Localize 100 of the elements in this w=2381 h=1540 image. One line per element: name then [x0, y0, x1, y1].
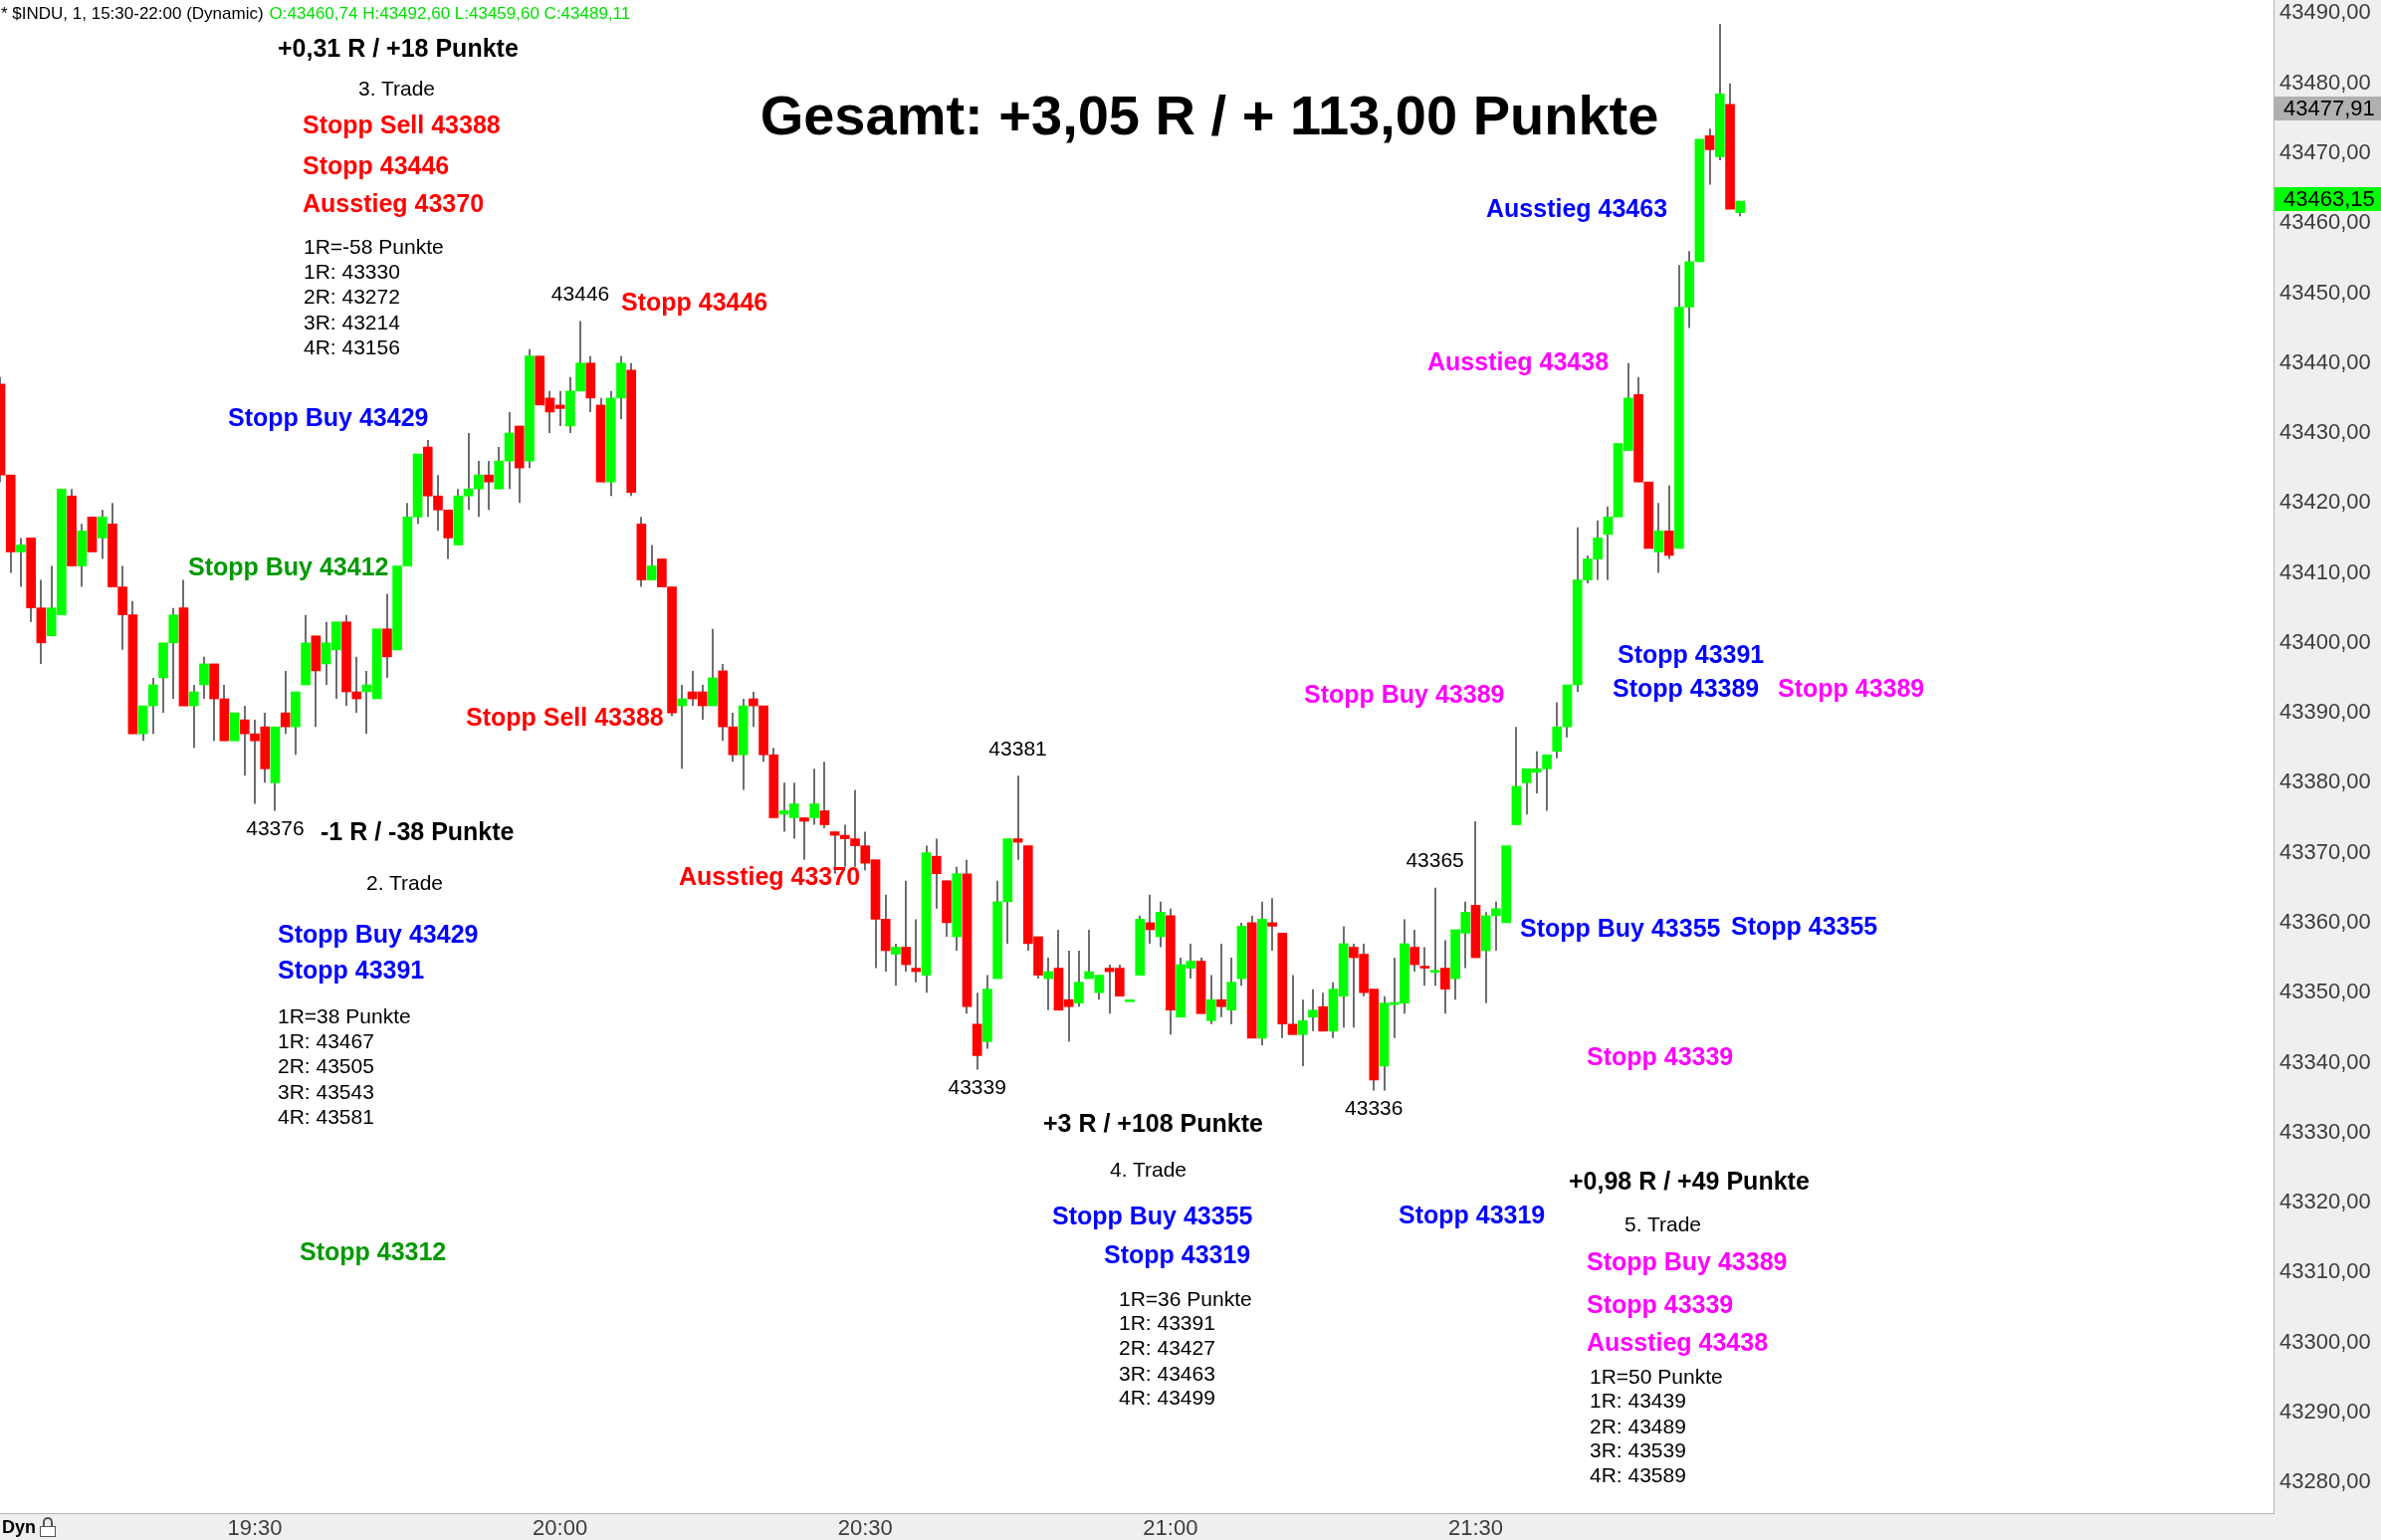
annotation: 3R: 43539 — [1590, 1437, 1686, 1461]
annotation: 3R: 43543 — [278, 1079, 374, 1103]
y-tick-label: 43280,00 — [2279, 1468, 2371, 1494]
y-tick-label: 43360,00 — [2279, 908, 2371, 934]
candlestick — [484, 460, 494, 512]
annotation: Stopp 43339 — [1587, 1289, 1734, 1318]
annotation: 3R: 43214 — [304, 310, 401, 333]
candlestick — [891, 942, 901, 988]
text: 43463,15 — [2283, 186, 2375, 212]
x-tick-label: 19:30 — [227, 1515, 283, 1540]
y-tick-label: 43420,00 — [2279, 489, 2371, 515]
annotation: Stopp 43319 — [1399, 1200, 1546, 1228]
candlestick — [1205, 974, 1216, 1025]
candlestick — [819, 761, 830, 830]
annotation: Ausstieg 43370 — [679, 861, 861, 890]
annotation: Stopp Buy 43412 — [188, 551, 389, 580]
annotation: 1R=-58 Punkte — [304, 234, 444, 258]
candlestick — [911, 918, 922, 984]
annotation: 43446 — [550, 281, 610, 305]
y-tick-label: 43340,00 — [2279, 1048, 2371, 1074]
candlestick — [97, 509, 108, 560]
candlestick — [1704, 127, 1715, 186]
y-tick-label: 43490,00 — [2279, 0, 2371, 25]
y-tick-label: 43290,00 — [2279, 1398, 2371, 1424]
chart-subtitle: * $INDU, 1, 15:30-22:00 (Dynamic) — [1, 3, 264, 23]
annotation: +3 R / +108 Punkte — [1043, 1108, 1264, 1137]
annotation: Stopp Buy 43429 — [228, 402, 429, 431]
candlestick — [229, 712, 240, 742]
candlestick — [677, 683, 688, 770]
annotation: 3. Trade — [358, 76, 436, 100]
annotation: Ausstieg 43438 — [1587, 1327, 1769, 1356]
candlestick — [1074, 950, 1084, 1008]
annotation: Stopp 43391 — [278, 955, 425, 984]
annotation: Stopp 43446 — [303, 150, 450, 179]
annotation: Stopp 43312 — [300, 1236, 447, 1265]
x-tick-label: 20:00 — [533, 1515, 588, 1540]
candlestick — [1012, 774, 1023, 861]
annotation: Ausstieg 43438 — [1427, 346, 1610, 375]
annotation: Stopp Buy 43389 — [1587, 1246, 1788, 1275]
annotation: 43376 — [246, 815, 305, 839]
candlestick — [1429, 886, 1440, 988]
annotation: 1R: 43439 — [1590, 1388, 1686, 1412]
annotation: 1R: 43467 — [278, 1028, 374, 1052]
candlestick — [239, 705, 250, 777]
annotation: Stopp 43391 — [1618, 639, 1765, 668]
annotation: 2R: 43427 — [1119, 1335, 1215, 1359]
candlestick — [901, 879, 911, 974]
text: Dyn — [2, 1516, 37, 1537]
candlestick — [199, 655, 209, 701]
y-tick-label: 43300,00 — [2279, 1328, 2371, 1354]
y-tick-label: 43350,00 — [2279, 979, 2371, 1004]
annotation: 3R: 43463 — [1119, 1361, 1215, 1385]
y-tick-label: 43380,00 — [2279, 769, 2371, 794]
text: Gesamt: +3,05 R / + 113,00 Punkte — [759, 84, 1659, 147]
candlestick — [749, 691, 758, 729]
candlestick — [799, 816, 809, 861]
candlestick — [1297, 998, 1308, 1067]
candlestick — [932, 837, 942, 910]
candlestick — [188, 683, 199, 750]
annotation: Stopp 43446 — [621, 287, 768, 316]
annotation: 4R: 43581 — [278, 1104, 374, 1128]
annotation: Stopp 43319 — [1104, 1239, 1251, 1268]
annotation: 1R=36 Punkte — [1119, 1286, 1252, 1310]
annotation: 1R=38 Punkte — [278, 1003, 411, 1027]
candlestick — [87, 516, 98, 552]
annotation: 4. Trade — [1110, 1157, 1188, 1181]
annotation: 4R: 43156 — [304, 334, 400, 358]
y-tick-label: 43480,00 — [2279, 69, 2371, 95]
annotation: Stopp Buy 43355 — [1520, 913, 1721, 942]
y-tick-label: 43430,00 — [2279, 419, 2371, 445]
annotation: 43336 — [1345, 1095, 1404, 1119]
annotation: Stopp Buy 43429 — [278, 919, 479, 948]
annotation: 1R: 43391 — [1119, 1310, 1215, 1334]
annotation: 2R: 43489 — [1590, 1414, 1686, 1437]
annotation: 2R: 43505 — [278, 1053, 374, 1077]
annotation: 4R: 43499 — [1119, 1385, 1215, 1409]
annotation: Stopp 43389 — [1613, 673, 1760, 702]
candlestick — [1308, 988, 1318, 1032]
annotation: Ausstieg 43463 — [1486, 193, 1668, 222]
candlestick — [1125, 998, 1135, 1002]
candlestick — [147, 676, 158, 736]
y-tick-label: 43440,00 — [2279, 348, 2371, 374]
x-tick-label: 21:00 — [1143, 1515, 1198, 1540]
y-tick-label: 43310,00 — [2279, 1258, 2371, 1284]
candlestick — [1440, 939, 1450, 1015]
annotation: 43365 — [1406, 848, 1464, 872]
annotation: Ausstieg 43370 — [303, 188, 485, 217]
annotation: -1 R / -38 Punkte — [321, 816, 515, 845]
y-tick-label: 43450,00 — [2279, 279, 2371, 305]
annotation: 4R: 43589 — [1590, 1462, 1686, 1486]
y-tick-label: 43400,00 — [2279, 628, 2371, 654]
candlestick — [1419, 946, 1430, 988]
annotation: 2R: 43272 — [304, 284, 400, 308]
candlestick — [1653, 502, 1664, 574]
annotation: 5. Trade — [1624, 1211, 1702, 1235]
annotation: Stopp 43339 — [1587, 1041, 1734, 1070]
candlestick — [280, 669, 291, 736]
y-tick-label: 43410,00 — [2279, 558, 2371, 584]
annotation: 1R=50 Punkte — [1590, 1364, 1723, 1388]
candlestick — [351, 655, 362, 715]
